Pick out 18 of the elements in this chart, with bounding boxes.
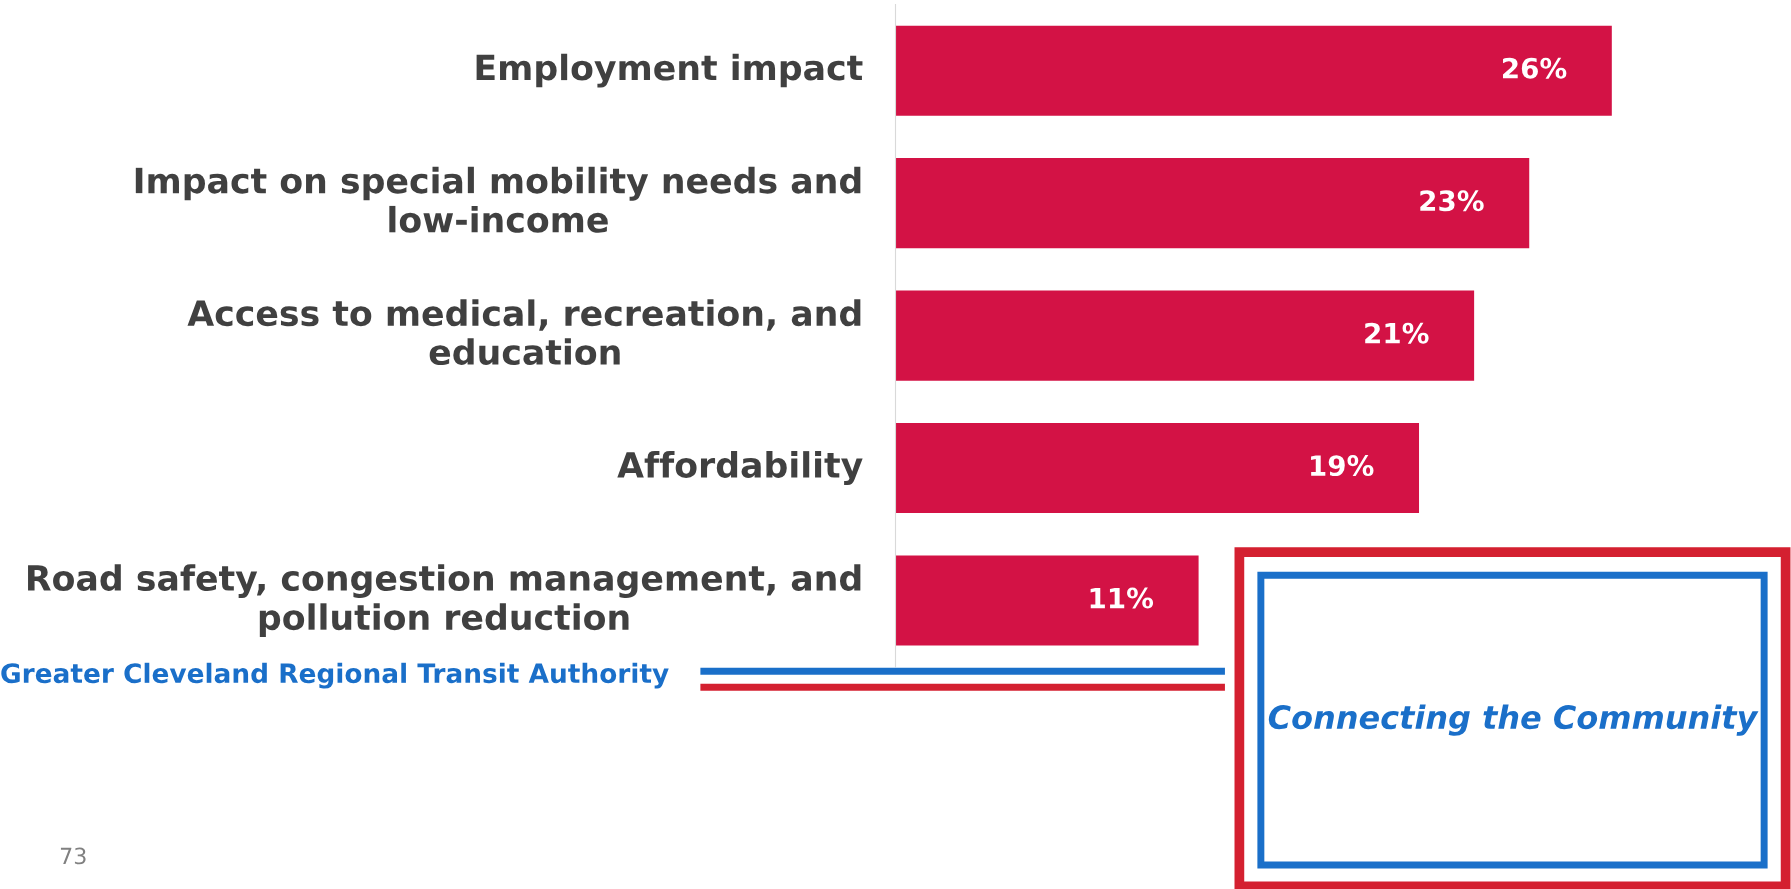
y-tick-label: Road safety, congestion management, and pollution reduction — [28, 564, 861, 637]
y-tick-label: Access to medical, recreation, and education — [187, 299, 861, 366]
y-tick-label: Employment impact — [476, 53, 863, 88]
text: 73 — [60, 847, 86, 865]
data-label: 23% — [1420, 190, 1484, 212]
bar — [895, 290, 1475, 381]
text: Connecting the Community — [1268, 704, 1759, 736]
bar — [895, 555, 1199, 646]
y-tick-label: Impact on special mobility needs and low-income — [135, 166, 861, 233]
bar — [895, 158, 1530, 249]
data-label: 21% — [1365, 322, 1429, 344]
data-label: 26% — [1502, 57, 1567, 79]
bar — [895, 423, 1420, 514]
y-tick-label: Affordability — [617, 451, 863, 485]
data-label: 11% — [1090, 587, 1154, 609]
text: Greater Cleveland Regional Transit Authority — [1, 662, 669, 689]
bar — [895, 25, 1612, 116]
data-label: 19% — [1311, 455, 1374, 477]
